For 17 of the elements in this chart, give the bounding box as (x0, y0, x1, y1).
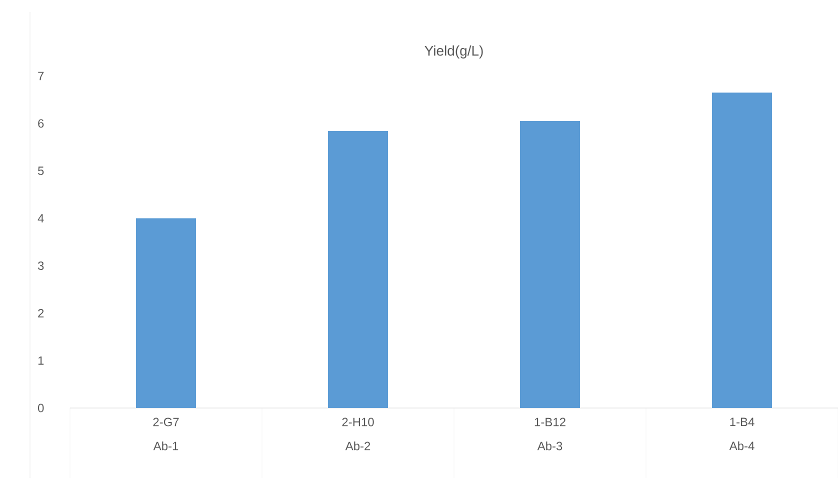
bar (712, 92, 772, 408)
y-tick-label: 7 (38, 72, 44, 80)
category-label: 2-H10 Ab-2 (342, 418, 374, 450)
y-tick-label: 5 (38, 166, 44, 176)
y-tick-label: 6 (38, 119, 44, 128)
y-tick-label: 1 (38, 356, 44, 365)
y-tick-label: 0 (38, 404, 44, 412)
category-label: 1-B12 Ab-3 (534, 418, 566, 450)
bar (328, 131, 388, 408)
category-label: 1-B4 Ab-4 (729, 418, 754, 450)
bar (136, 218, 196, 408)
y-tick-label: 3 (38, 261, 44, 270)
y-tick-label: 2 (38, 308, 44, 318)
chart-title: Yield(g/L) (424, 45, 483, 58)
bar (520, 121, 580, 408)
y-tick-label: 4 (38, 214, 44, 222)
category-label: 2-G7 Ab-1 (153, 418, 179, 450)
